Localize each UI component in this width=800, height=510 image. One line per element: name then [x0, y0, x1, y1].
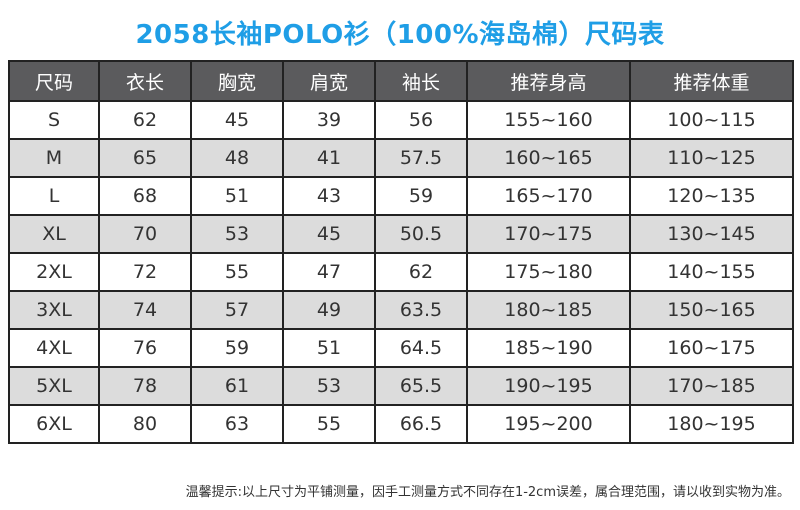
header-cell: 胸宽 [190, 60, 284, 102]
table-cell: 180~185 [466, 290, 631, 330]
table-cell: 61 [190, 366, 284, 406]
table-cell: 155~160 [466, 100, 631, 140]
table-cell: 48 [190, 138, 284, 178]
size-cell: 2XL [8, 252, 100, 292]
header-cell: 肩宽 [282, 60, 376, 102]
table-cell: 65.5 [374, 366, 468, 406]
table-row: M 65 48 41 57.5 160~165 110~125 [8, 138, 794, 178]
size-cell: 3XL [8, 290, 100, 330]
table-row: 4XL 76 59 51 64.5 185~190 160~175 [8, 328, 794, 368]
table-cell: 51 [190, 176, 284, 216]
table-cell: 65 [98, 138, 192, 178]
table-cell: 49 [282, 290, 376, 330]
table-cell: 53 [282, 366, 376, 406]
table-cell: 51 [282, 328, 376, 368]
size-cell: S [8, 100, 100, 140]
table-cell: 100~115 [629, 100, 794, 140]
table-row: 3XL 74 57 49 63.5 180~185 150~165 [8, 290, 794, 330]
table-cell: 39 [282, 100, 376, 140]
table-cell: 66.5 [374, 404, 468, 444]
table-cell: 59 [374, 176, 468, 216]
header-cell: 尺码 [8, 60, 100, 102]
table-cell: 110~125 [629, 138, 794, 178]
table-cell: 180~195 [629, 404, 794, 444]
size-cell: 5XL [8, 366, 100, 406]
header-cell: 推荐身高 [466, 60, 631, 102]
table-cell: 70 [98, 214, 192, 254]
table-cell: 190~195 [466, 366, 631, 406]
table-cell: 43 [282, 176, 376, 216]
table-cell: 195~200 [466, 404, 631, 444]
table-cell: 170~185 [629, 366, 794, 406]
table-cell: 160~165 [466, 138, 631, 178]
table-cell: 62 [374, 252, 468, 292]
table-cell: 68 [98, 176, 192, 216]
size-chart-table: 尺码 衣长 胸宽 肩宽 袖长 推荐身高 推荐体重 S 62 45 39 56 155~16… [8, 60, 794, 444]
table-cell: 78 [98, 366, 192, 406]
table-cell: 160~175 [629, 328, 794, 368]
page-title: 2058长袖POLO衫（100%海岛棉）尺码表 [135, 20, 665, 50]
size-cell: M [8, 138, 100, 178]
table-cell: 45 [282, 214, 376, 254]
table-cell: 170~175 [466, 214, 631, 254]
table-cell: 175~180 [466, 252, 631, 292]
table-cell: 56 [374, 100, 468, 140]
table-cell: 53 [190, 214, 284, 254]
table-row: XL 70 53 45 50.5 170~175 130~145 [8, 214, 794, 254]
table-cell: 74 [98, 290, 192, 330]
header-cell: 推荐体重 [629, 60, 794, 102]
table-cell: 59 [190, 328, 284, 368]
table-cell: 185~190 [466, 328, 631, 368]
table-cell: 57.5 [374, 138, 468, 178]
header-row: 尺码 衣长 胸宽 肩宽 袖长 推荐身高 推荐体重 [8, 60, 794, 102]
table-cell: 47 [282, 252, 376, 292]
table-cell: 63.5 [374, 290, 468, 330]
table-cell: 62 [98, 100, 192, 140]
size-cell: L [8, 176, 100, 216]
table-cell: 50.5 [374, 214, 468, 254]
size-cell: 6XL [8, 404, 100, 444]
table-row: L 68 51 43 59 165~170 120~135 [8, 176, 794, 216]
table-cell: 130~145 [629, 214, 794, 254]
table-cell: 55 [282, 404, 376, 444]
table-cell: 120~135 [629, 176, 794, 216]
table-cell: 76 [98, 328, 192, 368]
size-cell: 4XL [8, 328, 100, 368]
table-cell: 45 [190, 100, 284, 140]
table-cell: 57 [190, 290, 284, 330]
table-row: 2XL 72 55 47 62 175~180 140~155 [8, 252, 794, 292]
table-row: 6XL 80 63 55 66.5 195~200 180~195 [8, 404, 794, 444]
table-cell: 55 [190, 252, 284, 292]
table-row: S 62 45 39 56 155~160 100~115 [8, 100, 794, 140]
table-cell: 80 [98, 404, 192, 444]
table-cell: 72 [98, 252, 192, 292]
size-cell: XL [8, 214, 100, 254]
header-cell: 衣长 [98, 60, 192, 102]
footnote: 温馨提示:以上尺寸为平铺测量，因手工测量方式不同存在1-2cm误差，属合理范围，… [185, 485, 790, 500]
header-cell: 袖长 [374, 60, 468, 102]
table-cell: 64.5 [374, 328, 468, 368]
table-row: 5XL 78 61 53 65.5 190~195 170~185 [8, 366, 794, 406]
table-cell: 150~165 [629, 290, 794, 330]
table-cell: 63 [190, 404, 284, 444]
table-cell: 41 [282, 138, 376, 178]
table-cell: 140~155 [629, 252, 794, 292]
table-cell: 165~170 [466, 176, 631, 216]
